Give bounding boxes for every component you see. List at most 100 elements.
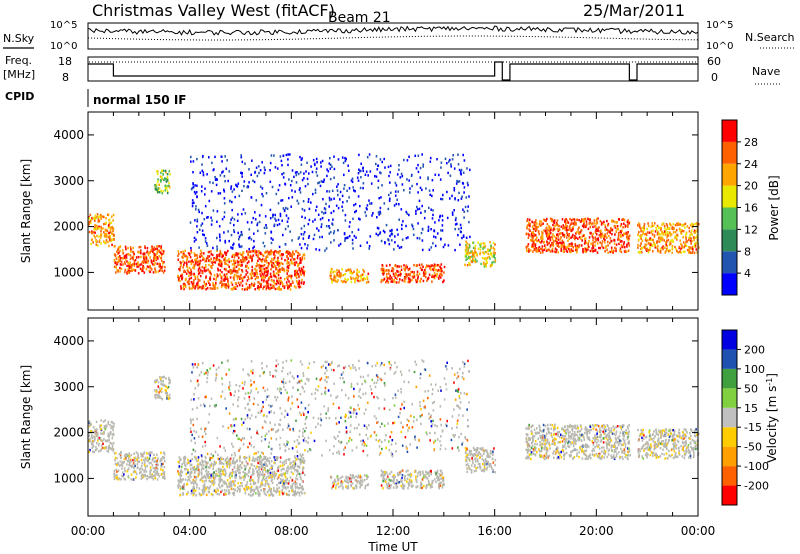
range-gate-cell: [416, 208, 419, 211]
range-gate-cell: [269, 456, 271, 460]
range-gate-cell: [241, 160, 244, 164]
range-gate-cell: [263, 273, 265, 276]
range-gate-cell: [651, 222, 653, 225]
range-gate-cell: [463, 186, 466, 189]
range-gate-cell: [291, 239, 293, 242]
range-gate-cell: [297, 457, 299, 461]
range-gate-cell: [263, 279, 265, 282]
range-gate-cell: [122, 252, 125, 255]
range-gate-cell: [527, 236, 530, 239]
range-gate-cell: [156, 473, 159, 476]
range-gate-cell: [149, 466, 152, 469]
range-gate-cell: [140, 452, 142, 455]
range-gate-cell: [453, 209, 455, 212]
range-gate-cell: [155, 270, 157, 274]
range-gate-cell: [285, 469, 288, 472]
range-gate-cell: [390, 233, 393, 236]
range-gate-cell: [107, 446, 110, 449]
range-gate-cell: [230, 484, 233, 488]
range-gate-cell: [302, 457, 305, 460]
range-gate-cell: [381, 267, 383, 270]
range-gate-cell: [107, 213, 110, 216]
range-gate-cell: [549, 250, 552, 253]
y-tick-label: 4000: [53, 128, 84, 142]
range-gate-cell: [209, 457, 212, 460]
range-gate-cell: [669, 234, 672, 237]
range-gate-cell: [214, 475, 217, 478]
range-gate-cell: [274, 166, 277, 169]
range-gate-cell: [261, 258, 264, 261]
range-gate-cell: [675, 235, 678, 238]
range-gate-cell: [231, 475, 233, 478]
range-gate-cell: [607, 222, 610, 226]
range-gate-cell: [351, 238, 354, 242]
range-gate-cell: [300, 455, 303, 459]
range-gate-cell: [457, 233, 459, 237]
range-gate-cell: [200, 190, 203, 193]
range-gate-cell: [377, 179, 380, 182]
range-gate-cell: [226, 159, 228, 162]
range-gate-cell: [198, 228, 201, 231]
range-gate-cell: [229, 221, 232, 225]
range-gate-cell: [262, 287, 264, 290]
range-gate-cell: [541, 245, 544, 248]
range-gate-cell: [144, 255, 147, 259]
range-gate-cell: [168, 378, 170, 382]
range-gate-cell: [695, 222, 698, 225]
range-gate-cell: [264, 168, 266, 172]
range-gate-cell: [243, 258, 246, 261]
range-gate-cell: [604, 228, 606, 232]
range-gate-cell: [253, 232, 255, 235]
range-gate-cell: [528, 218, 531, 222]
range-gate-cell: [459, 230, 462, 233]
range-gate-cell: [658, 240, 661, 243]
range-gate-cell: [362, 182, 365, 185]
range-gate-cell: [132, 263, 134, 266]
range-gate-cell: [158, 387, 161, 390]
range-gate-cell: [261, 192, 263, 196]
range-gate-cell: [115, 468, 118, 471]
range-gate-cell: [229, 272, 232, 275]
range-gate-cell: [198, 487, 201, 490]
range-gate-cell: [428, 264, 430, 268]
range-gate-cell: [216, 236, 218, 240]
range-gate-cell: [529, 229, 531, 232]
range-gate-cell: [366, 208, 368, 211]
range-gate-cell: [591, 234, 593, 238]
range-gate-cell: [200, 224, 202, 227]
range-gate-cell: [651, 233, 654, 236]
range-gate-cell: [243, 185, 245, 188]
range-gate-cell: [460, 197, 463, 200]
range-gate-cell: [193, 201, 195, 204]
range-gate-cell: [538, 232, 540, 236]
range-gate-cell: [592, 246, 595, 250]
range-gate-cell: [142, 255, 145, 258]
range-gate-cell: [285, 214, 288, 217]
range-gate-cell: [471, 250, 474, 253]
range-gate-cell: [294, 272, 296, 275]
range-gate-cell: [240, 231, 243, 234]
range-gate-cell: [374, 175, 376, 178]
range-gate-cell: [225, 167, 228, 170]
range-gate-cell: [547, 242, 550, 245]
range-gate-cell: [661, 237, 664, 240]
range-gate-cell: [152, 248, 154, 251]
range-gate-cell: [282, 478, 284, 481]
range-gate-cell: [203, 475, 205, 478]
range-gate-cell: [142, 269, 144, 272]
range-gate-cell: [294, 489, 297, 493]
range-gate-cell: [112, 228, 115, 231]
range-gate-cell: [224, 256, 226, 260]
range-gate-cell: [464, 263, 466, 267]
range-gate-cell: [556, 219, 559, 222]
colorbar-segment: [722, 207, 737, 230]
range-gate-cell: [194, 457, 197, 461]
range-gate-cell: [154, 253, 156, 256]
range-gate-cell: [119, 249, 121, 253]
range-gate-cell: [473, 254, 475, 257]
range-gate-cell: [212, 472, 214, 475]
range-gate-cell: [117, 256, 120, 259]
range-gate-cell: [260, 282, 262, 286]
range-gate-cell: [337, 193, 339, 197]
range-gate-cell: [537, 230, 540, 233]
